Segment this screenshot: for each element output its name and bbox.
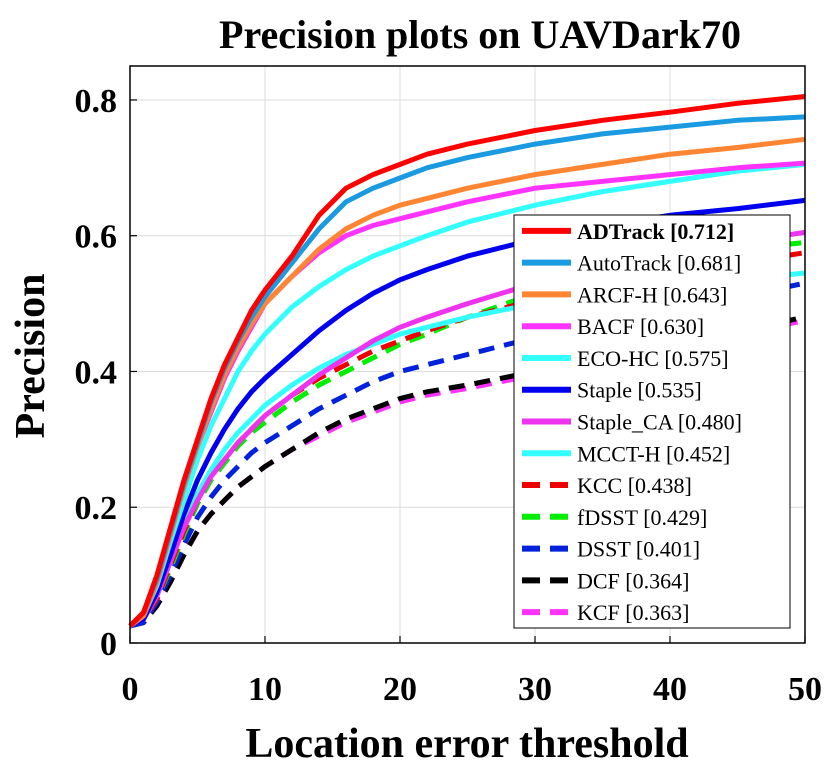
x-tick-label: 50	[788, 671, 822, 708]
legend-label-staple-ca: Staple_CA [0.480]	[577, 410, 742, 435]
plot-frame	[129, 65, 806, 644]
legend: ADTrack [0.712] AutoTrack [0.681] ARCF-H […	[513, 214, 791, 629]
series-line-adtrack	[128, 94, 806, 628]
legend-label-dsst: DSST [0.401]	[577, 537, 700, 562]
y-tick-label: 0.2	[75, 490, 118, 527]
legend-label-fdsst: fDSST [0.429]	[577, 505, 707, 530]
y-axis-label: Precision	[8, 274, 54, 439]
legend-label-kcf: KCF [0.363]	[577, 600, 689, 625]
legend-label-adtrack: ADTrack [0.712]	[577, 219, 734, 244]
x-axis-label: Location error threshold	[245, 721, 688, 765]
y-tick-label: 0.6	[75, 219, 118, 256]
legend-label-bacf: BACF [0.630]	[577, 314, 704, 339]
legend-label-autotrack: AutoTrack [0.681]	[577, 251, 741, 276]
series-line-eco-hc	[128, 161, 806, 628]
x-tick-label: 0	[122, 671, 139, 708]
x-tick-label: 30	[518, 671, 552, 708]
y-tick-label: 0.8	[75, 83, 118, 120]
legend-label-mcct-h: MCCT-H [0.452]	[577, 441, 730, 466]
y-tick-label: 0	[100, 626, 117, 663]
legend-label-staple: Staple [0.535]	[577, 378, 702, 403]
y-tick-label: 0.4	[75, 354, 118, 391]
legend-label-dcf: DCF [0.364]	[577, 568, 689, 593]
x-tick-label: 10	[248, 671, 282, 708]
x-tick-label: 40	[653, 671, 687, 708]
chart-title: Precision plots on UAVDark70	[219, 12, 741, 57]
legend-label-eco-hc: ECO-HC [0.575]	[577, 346, 729, 371]
x-tick-label: 20	[383, 671, 417, 708]
legend-label-kcc: KCC [0.438]	[577, 473, 692, 498]
axis-ticks: 0 10 20 30 40 50 0 0.2 0.4 0.6 0.8	[75, 83, 823, 708]
legend-label-arcf-h: ARCF-H [0.643]	[577, 282, 727, 307]
